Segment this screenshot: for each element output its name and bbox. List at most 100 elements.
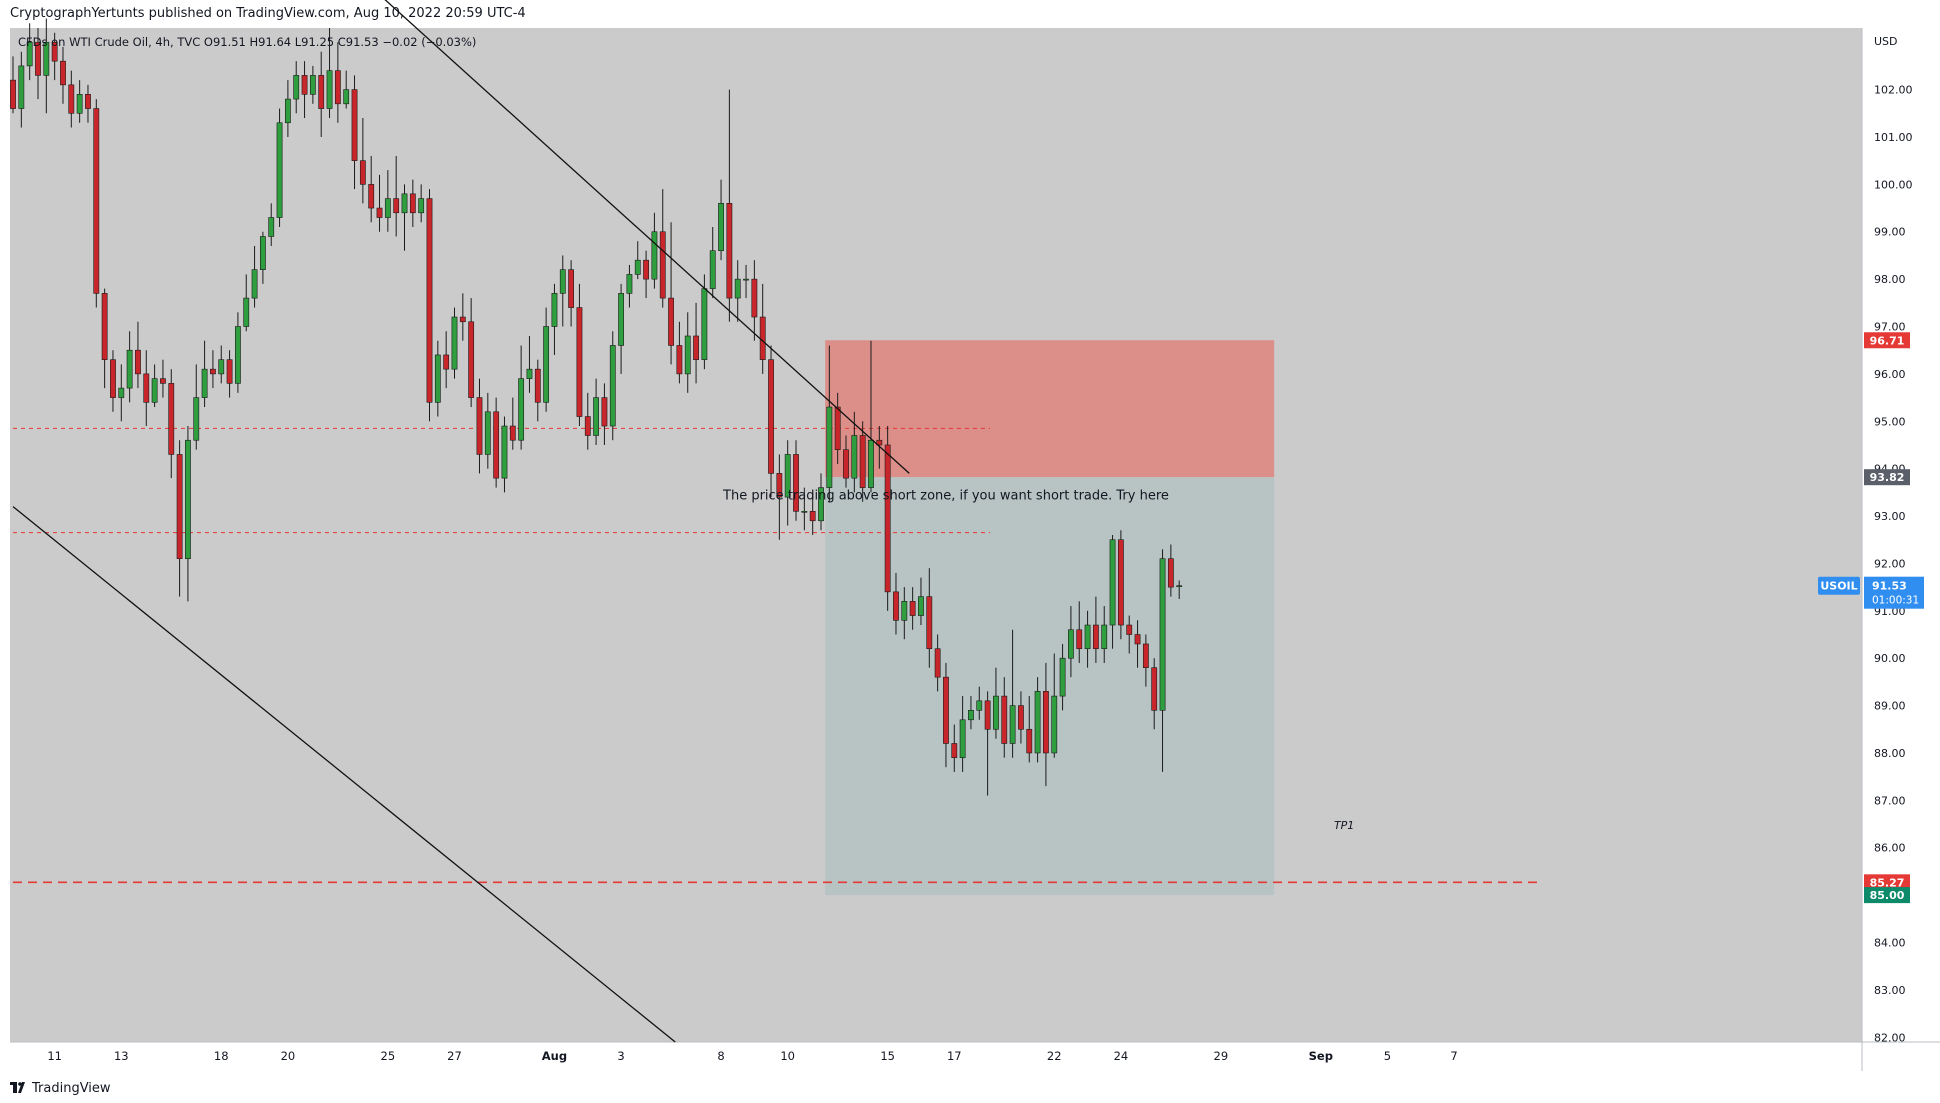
candle-body bbox=[593, 397, 599, 436]
bearish-candle bbox=[1001, 677, 1008, 758]
price-badge-text: 85.00 bbox=[1870, 889, 1905, 902]
candle-body bbox=[368, 184, 375, 209]
time-tick-label: 15 bbox=[880, 1049, 895, 1063]
bullish-candle bbox=[293, 61, 300, 114]
bullish-candle bbox=[1059, 643, 1066, 711]
bearish-candle bbox=[318, 51, 325, 137]
candle-body bbox=[284, 98, 291, 124]
bullish-candle bbox=[484, 392, 491, 469]
price-chart[interactable]: The price trading above short zone, if y… bbox=[0, 0, 1940, 1071]
candle-body bbox=[401, 193, 408, 214]
tradingview-logo[interactable]: TradingView bbox=[10, 1080, 111, 1096]
bearish-candle bbox=[726, 89, 733, 322]
candle-body bbox=[1134, 634, 1141, 645]
bullish-candle bbox=[151, 364, 158, 408]
symbol-legend[interactable]: CFDs on WTI Crude Oil, 4h, TVC O91.51 H9… bbox=[18, 35, 476, 49]
bullish-candle bbox=[1068, 606, 1074, 678]
position-tool[interactable] bbox=[825, 340, 1275, 896]
candle-body bbox=[584, 416, 591, 436]
bearish-candle bbox=[1126, 615, 1133, 654]
candle-body bbox=[968, 710, 974, 721]
bullish-candle bbox=[559, 255, 566, 327]
lower-channel-line[interactable] bbox=[12, 506, 676, 1043]
bearish-candle bbox=[509, 397, 516, 450]
bullish-candle bbox=[434, 340, 441, 417]
candle-body bbox=[534, 368, 541, 403]
bearish-candle bbox=[226, 350, 233, 398]
upper-channel-line[interactable] bbox=[359, 0, 910, 474]
candle-body bbox=[751, 278, 758, 318]
candle-body bbox=[659, 231, 666, 299]
label-entry-price: 93.82 bbox=[1864, 469, 1910, 486]
candle-body bbox=[309, 75, 316, 95]
label-stop-price: 96.71 bbox=[1864, 332, 1910, 349]
candle-body bbox=[851, 435, 858, 479]
bearish-candle bbox=[359, 118, 366, 204]
time-tick-label: 8 bbox=[717, 1049, 724, 1063]
candle-body bbox=[1084, 624, 1091, 650]
candle-body bbox=[951, 743, 958, 759]
candle-body bbox=[559, 269, 566, 294]
candle-body bbox=[1018, 705, 1024, 730]
candle-body bbox=[1093, 624, 1099, 650]
bearish-candle bbox=[459, 293, 466, 341]
candle-body bbox=[1159, 558, 1166, 711]
bearish-candle bbox=[643, 250, 649, 299]
price-tick-label: 88.00 bbox=[1874, 747, 1906, 760]
price-badge-bg bbox=[1864, 469, 1910, 486]
bearish-candle bbox=[468, 298, 475, 408]
candle-body bbox=[609, 345, 616, 427]
candle-body bbox=[35, 41, 41, 76]
bullish-candle bbox=[543, 307, 550, 412]
bearish-candle bbox=[1093, 596, 1099, 663]
bearish-candle bbox=[793, 440, 799, 521]
bearish-candle bbox=[1043, 662, 1049, 787]
bullish-candle bbox=[451, 307, 458, 379]
candle-body bbox=[143, 373, 150, 403]
candle-body bbox=[251, 269, 258, 299]
note-short-zone: The price trading above short zone, if y… bbox=[722, 488, 1169, 503]
bullish-candle bbox=[401, 184, 408, 251]
bearish-candle bbox=[1018, 691, 1024, 744]
candle-body bbox=[1051, 695, 1058, 754]
trendlines[interactable] bbox=[12, 0, 910, 1043]
bullish-candle bbox=[851, 411, 858, 493]
bearish-candle bbox=[768, 345, 774, 498]
bearish-candle bbox=[893, 572, 899, 635]
candle-body bbox=[60, 60, 66, 86]
bearish-candle bbox=[751, 260, 758, 341]
price-axis[interactable] bbox=[1862, 28, 1940, 1042]
label-level-price: 85.27 bbox=[1864, 874, 1910, 891]
candle-body bbox=[68, 84, 75, 114]
bullish-candle bbox=[501, 416, 508, 493]
candle-body bbox=[976, 700, 983, 711]
price-tick-label: 96.00 bbox=[1874, 368, 1906, 381]
candle-body bbox=[93, 108, 100, 294]
bullish-candle bbox=[684, 312, 691, 393]
bearish-candle bbox=[1134, 620, 1141, 668]
candle-body bbox=[168, 383, 175, 455]
bearish-candle bbox=[884, 426, 891, 611]
candles bbox=[10, 18, 1183, 796]
candle-body bbox=[1142, 643, 1149, 668]
candle-body bbox=[734, 278, 741, 299]
annotations: The price trading above short zone, if y… bbox=[722, 488, 1354, 831]
candle-body bbox=[10, 79, 16, 109]
bearish-candle bbox=[51, 32, 58, 81]
bullish-candle bbox=[818, 473, 824, 531]
candle-body bbox=[1151, 667, 1158, 711]
bullish-candle bbox=[1034, 677, 1041, 763]
time-axis[interactable] bbox=[10, 1042, 1862, 1071]
price-badge-text: 96.71 bbox=[1870, 334, 1905, 347]
currency-label: USD bbox=[1874, 35, 1898, 48]
bullish-candle bbox=[1051, 653, 1058, 758]
bullish-candle bbox=[251, 245, 258, 308]
candle-body bbox=[651, 231, 658, 280]
bullish-candle bbox=[384, 170, 391, 232]
bearish-candle bbox=[85, 84, 91, 123]
bullish-candle bbox=[1101, 606, 1108, 663]
candle-body bbox=[318, 75, 325, 109]
price-badge-text: 85.27 bbox=[1870, 876, 1905, 889]
bearish-candle bbox=[101, 288, 108, 389]
